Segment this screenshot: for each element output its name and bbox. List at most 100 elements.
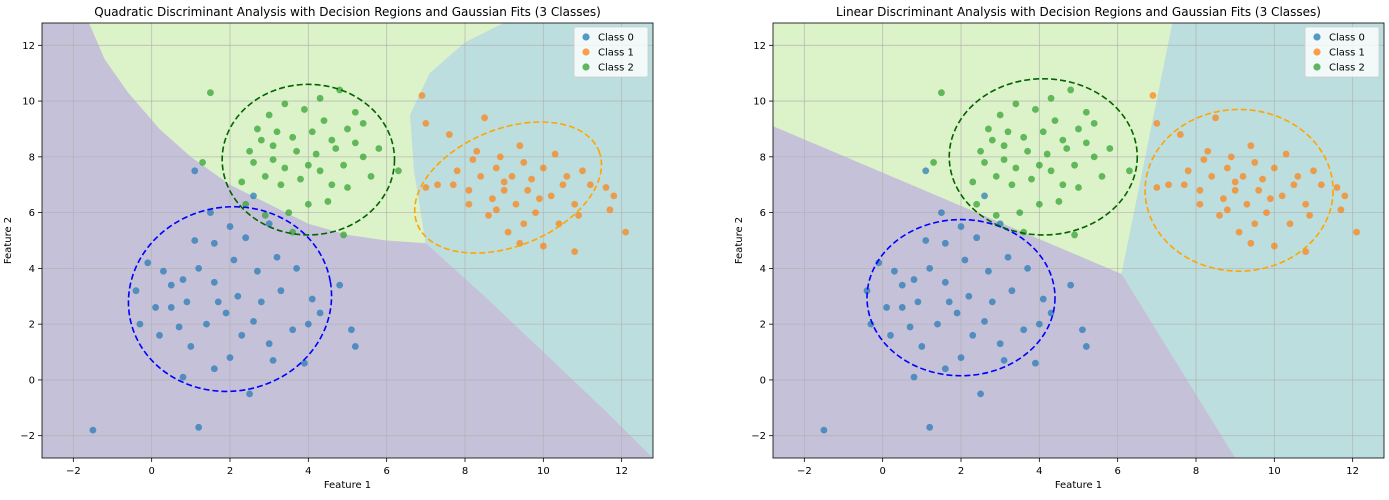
series-class-0 [89,167,359,434]
data-point [485,212,492,219]
data-point [210,239,218,247]
legend-label: Class 2 [1329,63,1365,74]
data-point [1106,145,1114,152]
data-point [242,234,250,242]
data-point [1032,359,1039,367]
data-point [996,111,1004,119]
x-tick-label: 8 [462,466,468,477]
legend-label: Class 0 [1329,33,1365,44]
data-point [203,320,210,328]
x-tick-label: 0 [879,466,885,477]
data-point [1012,100,1020,108]
y-tick-label: 4 [29,264,35,275]
gaussian-ellipse-class-2 [948,77,1139,236]
data-point [199,159,206,166]
data-point [1090,119,1098,127]
data-point [508,172,516,180]
data-point [863,287,871,295]
data-point [957,223,965,230]
legend-marker [582,63,590,71]
data-point [1306,212,1313,219]
data-point [1251,159,1259,166]
series-class-2 [930,86,1133,239]
legend-marker [582,48,590,56]
data-point [1012,164,1020,172]
data-point [422,119,430,127]
data-point [246,147,253,155]
data-point [445,131,453,138]
data-point [1255,186,1263,194]
data-point [179,373,187,381]
data-point [285,209,293,217]
data-point [257,298,265,306]
data-point [602,184,610,191]
data-point [250,192,257,200]
data-point [1353,228,1360,236]
data-point [1317,181,1325,189]
data-point [1004,128,1012,136]
y-tick-label: 10 [22,97,35,108]
x-tick-label: 8 [1193,466,1199,477]
data-point [257,136,265,144]
data-point [304,320,312,328]
data-point [351,343,359,350]
legend-label: Class 1 [1329,48,1365,59]
data-point [1196,200,1204,208]
data-point [981,192,988,200]
data-point [1302,248,1310,256]
data-point [1223,206,1231,214]
data-point [996,340,1004,348]
data-point [312,150,320,158]
data-point [524,186,532,194]
data-point [926,423,934,431]
data-point [1008,287,1016,295]
data-point [492,164,500,172]
data-point [1055,198,1063,205]
data-point [985,125,992,133]
x-axis-label: Feature 1 [324,480,371,491]
gaussian-ellipse-class-1 [1144,108,1334,272]
x-tick-label: 6 [1114,466,1120,477]
data-point [500,178,508,186]
series-class-1 [418,92,629,256]
x-tick-label: 12 [615,466,628,477]
data-point [289,326,297,334]
data-point [1310,167,1317,175]
y-tick-label: 6 [760,208,766,219]
data-point [195,423,203,431]
data-point [914,298,922,306]
data-point [336,281,344,289]
data-point [453,167,461,175]
plot-area [773,23,1384,458]
data-point [563,172,571,180]
gaussian-ellipse-class-0 [866,218,1056,377]
data-point [340,161,347,169]
data-point [449,181,457,189]
data-point [136,320,144,328]
legend-label: Class 1 [598,48,634,59]
data-point [1208,172,1216,180]
data-point [167,281,175,289]
data-point [981,159,988,166]
data-point [195,264,203,272]
data-point [1000,156,1008,164]
series-class-1 [1149,92,1360,256]
data-point [316,94,324,102]
data-point [532,209,539,217]
data-point [1047,94,1055,102]
data-point [242,200,250,208]
data-point [1051,117,1059,124]
series-class-2 [199,86,402,239]
data-point [344,184,351,191]
data-point [465,200,473,208]
data-point [1282,150,1290,158]
data-point [1024,147,1031,155]
data-point [969,331,977,339]
qda-subplot: −2 0 2 4 6 8 10 12 −2 0 2 4 6 8 10 12 Quadratic Discrimi… [3,5,654,491]
x-tick-label: 10 [537,466,550,477]
y-tick-label: 8 [760,152,766,163]
data-point [1227,153,1235,161]
data-point [254,125,261,133]
data-point [175,323,183,331]
data-point [1067,281,1075,289]
